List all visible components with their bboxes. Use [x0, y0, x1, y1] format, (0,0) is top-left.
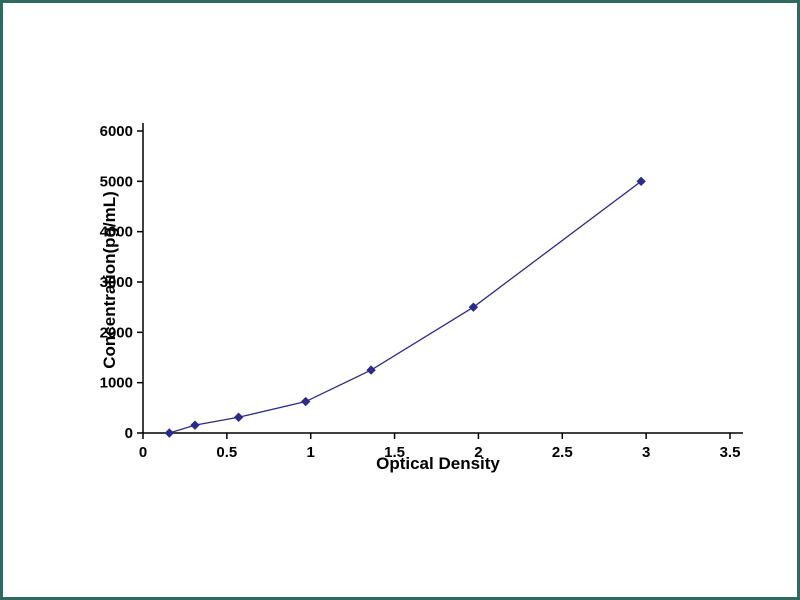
x-axis-label: Optical Density — [376, 454, 500, 473]
y-tick-label: 6000 — [100, 123, 133, 140]
standard-curve-chart: 0 0.5 1 1.5 2 2.5 3 3.5 0 1000 2000 3000 4000 5000 600… — [100, 123, 743, 473]
y-tick-label: 1000 — [100, 375, 133, 392]
data-point-marker — [164, 428, 175, 438]
y-axis-label: Concentration(pg/mL) — [100, 191, 119, 369]
data-point-marker — [636, 176, 646, 187]
plot-area: 0 0.5 1 1.5 2 2.5 3 3.5 0 1000 2000 3000 4000 5000 600… — [100, 123, 743, 461]
data-point-marker — [233, 412, 244, 422]
x-tick-label: 0.5 — [216, 444, 237, 461]
data-point-marker — [468, 302, 479, 312]
y-tick-label: 0 — [125, 425, 133, 442]
data-point-marker — [190, 420, 200, 430]
x-tick-label: 3.5 — [720, 444, 741, 461]
y-tick-label: 2000 — [100, 324, 133, 341]
standard-curve-line — [169, 180, 642, 434]
x-tick-label: 0 — [139, 444, 147, 461]
data-point-marker — [300, 396, 311, 407]
x-tick-label: 3 — [642, 444, 650, 461]
x-tick-label: 2 — [474, 444, 482, 461]
x-tick-label: 1 — [307, 444, 315, 461]
x-tick-label: 1.5 — [384, 444, 405, 461]
y-tick-label: 3000 — [100, 274, 133, 291]
x-tick-label: 2.5 — [552, 444, 573, 461]
y-tick-label: 4000 — [100, 224, 133, 241]
data-point-marker — [366, 365, 376, 375]
y-tick-label: 5000 — [100, 173, 133, 190]
